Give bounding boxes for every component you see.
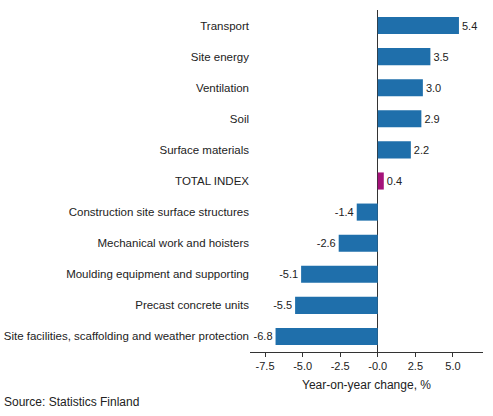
svg-text:2.9: 2.9 [424,113,439,125]
svg-text:-2.6: -2.6 [317,237,336,249]
svg-text:-6.8: -6.8 [254,330,273,342]
svg-text:2.2: 2.2 [414,144,429,156]
svg-text:Site energy: Site energy [191,51,249,63]
svg-text:-2.5: -2.5 [331,360,350,372]
svg-text:2.5: 2.5 [408,360,423,372]
svg-text:3.0: 3.0 [426,82,441,94]
svg-text:Mechanical work and hoisters: Mechanical work and hoisters [98,237,250,249]
svg-text:5.4: 5.4 [462,20,477,32]
html-text:Source: Statistics Finland: Source: Statistics Finland [4,395,140,409]
svg-text:-7.5: -7.5 [256,360,275,372]
svg-text:-5.1: -5.1 [279,268,298,280]
svg-text:3.5: 3.5 [433,51,448,63]
svg-text:-5.5: -5.5 [273,299,292,311]
svg-text:-1.4: -1.4 [335,206,354,218]
svg-text:Transport: Transport [200,20,250,32]
svg-text:Moulding equipment and support: Moulding equipment and supporting [66,268,249,280]
svg-text:Ventilation: Ventilation [196,82,249,94]
svg-text:-5.0: -5.0 [293,360,312,372]
svg-text:Construction site surface stru: Construction site surface structures [69,206,249,218]
svg-text:5.0: 5.0 [445,360,460,372]
svg-text:TOTAL INDEX: TOTAL INDEX [175,175,249,187]
svg-text:Precast concrete units: Precast concrete units [135,299,249,311]
svg-text:Soil: Soil [230,113,249,125]
svg-text:0.4: 0.4 [387,175,402,187]
svg-text:Surface materials: Surface materials [160,144,250,156]
svg-text:Year-on-year change, %: Year-on-year change, % [302,378,431,392]
svg-text:Site facilities, scaffolding a: Site facilities, scaffolding and weather… [4,330,249,342]
svg-text:-0.0: -0.0 [368,360,387,372]
